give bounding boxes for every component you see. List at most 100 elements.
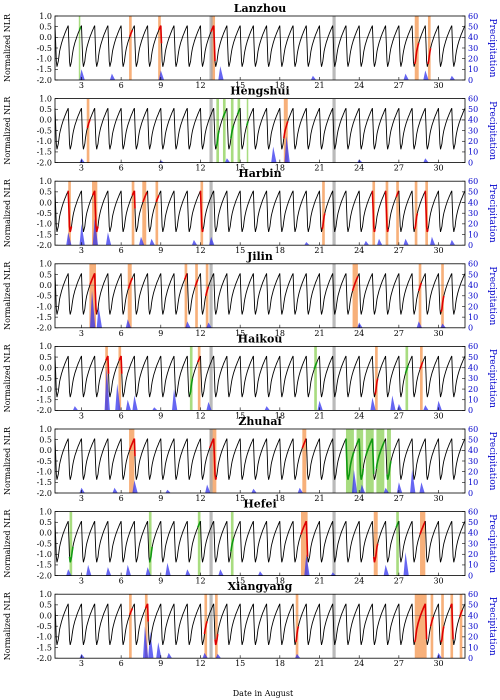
low-nlr-band (148, 511, 152, 576)
x-tick-label: 27 (394, 659, 404, 668)
right-tick-label: 30 (468, 457, 478, 466)
right-axis-label: Precipitation (487, 266, 497, 325)
x-tick-label: 15 (235, 577, 245, 586)
nlr-curve-segment (222, 110, 227, 118)
panel-title: Xiangyang (228, 580, 293, 593)
nlr-curve-segment (210, 25, 216, 62)
low-nlr-band (216, 98, 219, 163)
nlr-curve-segment (131, 273, 186, 315)
nlr-curve-segment (128, 29, 134, 38)
x-tick-label: 9 (158, 577, 163, 586)
nlr-curve-segment (54, 603, 131, 646)
nlr-curve-segment (161, 25, 212, 67)
nlr-curve-segment (68, 546, 74, 563)
right-tick-label: 0 (468, 76, 473, 85)
x-tick-label: 27 (394, 577, 404, 586)
holiday-band (332, 511, 336, 576)
x-tick-label: 12 (195, 577, 205, 586)
left-axis-label: Normalized NLR (3, 343, 12, 412)
x-tick-label: 15 (235, 164, 245, 173)
high-nlr-band (205, 263, 209, 328)
nlr-curve-segment (233, 114, 238, 126)
x-tick-label: 15 (235, 659, 245, 668)
right-tick-label: 0 (468, 158, 473, 167)
low-nlr-band (386, 429, 391, 493)
nlr-curve-segment (375, 441, 386, 469)
left-tick-label: -2.0 (37, 76, 52, 85)
panel-title: Hefei (243, 498, 276, 511)
nlr-curve-segment (134, 438, 211, 480)
nlr-curve-segment (86, 119, 91, 129)
left-tick-label: 1.0 (39, 425, 52, 434)
nlr-curve-segment (443, 273, 466, 315)
x-tick-label: 6 (119, 411, 124, 420)
nlr-curve-segment (54, 521, 70, 563)
nlr-curve-segment (121, 355, 191, 398)
nlr-curve-segment (131, 25, 160, 67)
nlr-curve-segment (214, 633, 219, 646)
panel-frame (54, 15, 466, 81)
nlr-curve-segment (67, 190, 73, 233)
panel-haikou: Haikou1.00.50.0-0.5-1.0-1.5-2.0605040302… (3, 332, 497, 420)
nlr-curve-segment (429, 616, 435, 627)
high-nlr-band (302, 429, 307, 493)
nlr-curve-segment (449, 603, 454, 640)
high-nlr-band (414, 594, 427, 659)
right-tick-label: 30 (468, 374, 478, 383)
nlr-curve-segment (440, 626, 445, 643)
left-tick-label: -1.0 (37, 550, 52, 559)
high-nlr-band (352, 263, 358, 328)
x-tick-label: 27 (394, 81, 404, 90)
panels-group: Lanzhou1.00.50.0-0.5-1.0-1.5-2.060504030… (3, 2, 497, 668)
high-nlr-band (129, 16, 132, 80)
left-axis-label: Normalized NLR (3, 509, 12, 578)
nlr-curve-segment (413, 213, 419, 230)
left-tick-label: -1.0 (37, 385, 52, 394)
left-tick-label: 1.0 (39, 177, 52, 186)
nlr-curve-segment (371, 190, 376, 233)
right-tick-label: 20 (468, 54, 478, 63)
x-tick-label: 3 (79, 577, 84, 586)
nlr-curve-segment (54, 273, 91, 315)
right-tick-label: 40 (468, 611, 478, 620)
x-tick-label: 21 (314, 577, 324, 586)
left-tick-label: -1.0 (37, 633, 52, 642)
x-tick-label: 3 (79, 329, 84, 338)
x-tick-label: 18 (275, 494, 285, 503)
nlr-curve-segment (313, 361, 318, 370)
right-tick-label: 30 (468, 292, 478, 301)
high-nlr-band (450, 594, 454, 659)
right-tick-label: 20 (468, 385, 478, 394)
high-nlr-band (420, 511, 426, 576)
right-tick-label: 50 (468, 270, 478, 279)
high-nlr-band (155, 181, 159, 246)
low-nlr-band (222, 98, 226, 163)
left-tick-label: 0.0 (39, 529, 52, 538)
x-tick-label: 9 (158, 246, 163, 255)
holiday-band (332, 181, 336, 246)
nlr-curve-segment (194, 279, 199, 287)
nlr-curve-segment (427, 47, 432, 65)
right-tick-label: 10 (468, 396, 478, 405)
nlr-curve-segment (230, 125, 235, 139)
x-tick-label: 24 (354, 411, 364, 420)
x-tick-label: 3 (79, 494, 84, 503)
nlr-curve-segment (294, 626, 300, 643)
nlr-curve-segment (372, 543, 379, 563)
right-tick-label: 30 (468, 539, 478, 548)
x-tick-label: 15 (235, 494, 245, 503)
nlr-curve-segment (247, 107, 285, 150)
nlr-curve-segment (398, 190, 416, 232)
high-nlr-band (86, 98, 90, 163)
right-tick-label: 20 (468, 302, 478, 311)
holiday-band (332, 16, 336, 80)
nlr-curve-segment (424, 520, 466, 563)
nlr-curve-segment (72, 520, 151, 563)
right-tick-label: 40 (468, 33, 478, 42)
x-tick-label: 9 (158, 81, 163, 90)
nlr-curve-segment (300, 520, 309, 557)
nlr-curve-segment (283, 121, 289, 139)
right-tick-label: 0 (468, 324, 473, 333)
right-tick-label: 0 (468, 241, 473, 250)
right-tick-label: 0 (468, 489, 473, 498)
